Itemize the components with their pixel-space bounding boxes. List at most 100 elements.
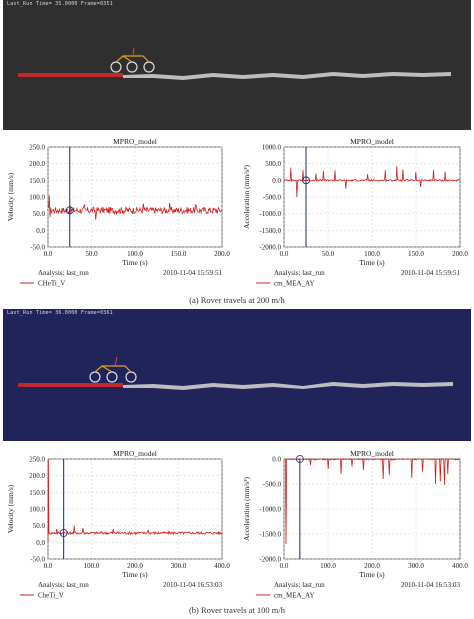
x-tick-label: 50.0 <box>85 250 98 258</box>
x-tick-label: 150.0 <box>171 250 187 258</box>
y-tick-label: 150.0 <box>29 177 45 185</box>
x-tick-label: 100.0 <box>127 250 143 258</box>
sim-header: Last_Run Time= 36.0000 Frame=0361 <box>7 310 113 316</box>
x-tick-label: 50.0 <box>322 250 335 258</box>
rover <box>110 47 155 73</box>
marker-point <box>65 206 74 215</box>
analysis-label: Analysis: last_run <box>38 269 89 277</box>
x-tick-label: 400.0 <box>214 562 230 570</box>
timestamp: 2010-11-04 16:53:03 <box>401 581 461 589</box>
chart-title: MPRO_model <box>113 449 157 458</box>
series-line <box>283 166 461 198</box>
y-axis-label: Acceleration (mm/s²) <box>242 164 251 229</box>
y-axis-label: Acceleration (mm/s²) <box>242 476 251 541</box>
y-tick-label: 1000.0 <box>262 144 282 152</box>
rover-wheel <box>110 61 122 73</box>
caption: (a) Rover travels at 200 m/h <box>189 295 285 305</box>
rover-mast <box>132 47 135 57</box>
velocity-chart: MPRO_model250.0200.0150.0100.050.00.0-50… <box>6 137 230 288</box>
x-axis-label: Time (s) <box>122 570 148 579</box>
x-tick-label: 0.0 <box>280 250 289 258</box>
rover-wheel <box>125 371 137 383</box>
analysis-label: Analysis: last_run <box>274 269 325 277</box>
red-track <box>18 73 123 77</box>
terrain-ridge <box>123 382 453 390</box>
timestamp: 2010-11-04 15:59:51 <box>401 269 461 277</box>
x-tick-label: 100.0 <box>84 562 100 570</box>
y-tick-label: 0.0 <box>272 177 281 185</box>
x-tick-label: 100.0 <box>320 562 336 570</box>
y-axis-label: Velocity (mm/s) <box>6 484 15 533</box>
y-tick-label: -500.0 <box>263 481 282 489</box>
y-tick-label: -1000.0 <box>259 506 281 514</box>
timestamp: 2010-11-04 16:53:03 <box>163 581 223 589</box>
y-tick-label: -50.0 <box>30 556 45 564</box>
x-tick-label: 0.0 <box>44 562 53 570</box>
y-axis-label: Velocity (mm/s) <box>6 172 15 221</box>
velocity-chart: MPRO_model250.0200.0150.0100.050.00.0-50… <box>6 449 230 600</box>
y-tick-label: 100.0 <box>29 194 45 202</box>
y-tick-label: -1500.0 <box>259 227 281 235</box>
terrain-ridge <box>123 72 451 80</box>
y-tick-label: 150.0 <box>29 489 45 497</box>
x-tick-label: 0.0 <box>44 250 53 258</box>
red-track <box>18 383 123 387</box>
y-tick-label: 50.0 <box>33 210 46 218</box>
series-line <box>283 457 460 545</box>
y-tick-label: -2000.0 <box>259 244 281 252</box>
x-tick-label: 200.0 <box>127 562 143 570</box>
chart-title: MPRO_model <box>350 449 394 458</box>
x-tick-label: 300.0 <box>171 562 187 570</box>
series-line <box>47 195 223 220</box>
rover-mast <box>114 356 118 367</box>
panel-b: Last_Run Time= 36.0000 Frame=0361 MPRO_m… <box>0 309 474 619</box>
marker-point <box>302 176 310 185</box>
terrain-scene <box>18 47 451 80</box>
y-tick-label: 50.0 <box>33 522 46 530</box>
x-axis-label: Time (s) <box>122 258 148 267</box>
x-tick-label: 300.0 <box>408 562 424 570</box>
analysis-label: Analysis: last_run <box>38 581 89 589</box>
rover-wheel <box>106 371 118 383</box>
y-tick-label: -1000.0 <box>259 210 281 218</box>
rover-wheel <box>143 61 155 73</box>
y-tick-label: 250.0 <box>29 144 45 152</box>
caption: (b) Rover travels at 100 m/h <box>188 605 286 615</box>
y-tick-label: 200.0 <box>29 472 45 480</box>
series-line <box>47 458 223 543</box>
simulation-view: Last_Run Time= 36.0000 Frame=0361 <box>3 309 471 441</box>
x-tick-label: 200.0 <box>452 250 468 258</box>
x-axis-label: Time (s) <box>359 258 385 267</box>
y-tick-label: 0.0 <box>36 227 45 235</box>
panel-a: Last_Run Time= 35.0000 Frame=0351 MPRO_m… <box>0 0 474 308</box>
rover-body <box>115 55 150 63</box>
marker-point <box>59 529 68 537</box>
marker-point <box>295 455 304 463</box>
legend-label: CHeTi_V <box>38 280 65 288</box>
rover-wheel <box>126 61 138 73</box>
simulation-view: Last_Run Time= 35.0000 Frame=0351 <box>3 0 471 130</box>
y-tick-label: 0.0 <box>36 539 45 547</box>
x-axis-label: Time (s) <box>359 570 385 579</box>
x-tick-label: 100.0 <box>364 250 380 258</box>
y-tick-label: 0.0 <box>272 456 281 464</box>
legend-label: CheTi_V <box>38 592 64 600</box>
acceleration-chart: MPRO_model 1000.0 500.0 0.0 -500.0 -1000.0 -15… <box>242 137 468 288</box>
legend-label: cm_MEA_AY <box>274 592 315 600</box>
y-tick-label: 250.0 <box>29 456 45 464</box>
y-tick-label: -1500.0 <box>259 531 281 539</box>
y-tick-label: -50.0 <box>30 244 45 252</box>
x-tick-label: 400.0 <box>452 562 468 570</box>
y-tick-label: 200.0 <box>29 160 45 168</box>
x-tick-label: 200.0 <box>364 562 380 570</box>
analysis-label: Analysis: last_run <box>274 581 325 589</box>
y-tick-label: -500.0 <box>263 194 282 202</box>
y-tick-label: 500.0 <box>265 160 281 168</box>
x-tick-label: 0.0 <box>280 562 289 570</box>
rover-wheel <box>89 371 101 383</box>
chart-title: MPRO_model <box>113 137 157 146</box>
x-tick-label: 150.0 <box>408 250 424 258</box>
x-tick-label: 200.0 <box>214 250 230 258</box>
rover <box>89 356 137 383</box>
acceleration-chart: MPRO_model 0.0 -500.0 -1000.0 -1500.0 -2000.0… <box>242 449 468 600</box>
